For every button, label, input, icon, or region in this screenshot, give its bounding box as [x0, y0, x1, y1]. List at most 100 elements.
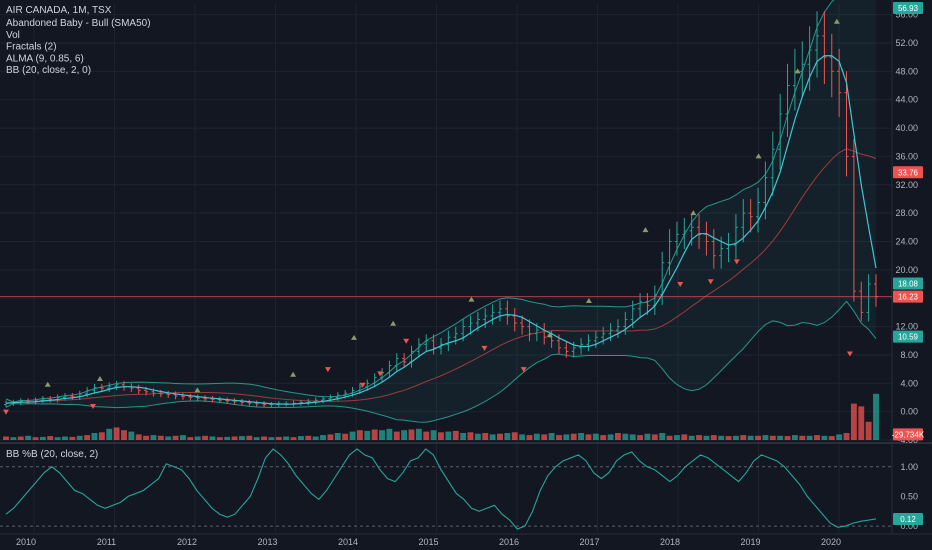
volume-bar [231, 436, 238, 440]
x-tick-label: 2011 [97, 537, 116, 547]
volume-bar [585, 434, 592, 440]
fractal-down-marker [90, 403, 96, 409]
fractal-up-marker [194, 387, 201, 393]
volume-bar [76, 435, 83, 440]
volume-bar [253, 437, 260, 440]
volume-bar [828, 436, 835, 440]
fractal-down-marker [846, 351, 853, 357]
volume-bar [556, 435, 562, 440]
volume-bar [651, 434, 658, 440]
volume-bar [821, 435, 828, 440]
fractals [3, 18, 853, 415]
volume-bar [143, 435, 150, 440]
price-badge-label: 33.76 [898, 168, 919, 177]
volume-bar [570, 433, 577, 440]
volume-bar [423, 431, 430, 440]
volume-bar [799, 435, 806, 440]
fractal-up-marker [690, 210, 697, 216]
fractal-up-marker [351, 334, 357, 340]
y-tick-label: 4.00 [900, 378, 918, 388]
volume-bar [578, 433, 585, 440]
price-badge: 10.59 [893, 330, 923, 343]
volume-bar [62, 436, 68, 440]
legend-item: Abandoned Baby - Bull (SMA50) [6, 18, 151, 29]
y-tick-label: 24.00 [895, 236, 918, 246]
volume-bar [371, 429, 378, 440]
volume-bar [216, 437, 223, 440]
x-tick-label: 2018 [660, 537, 680, 547]
y-tick-label: 8.00 [900, 350, 918, 360]
volume-bar [438, 432, 444, 440]
volume-bar [806, 435, 813, 440]
volume-bar [238, 436, 245, 440]
price-badge-label: 16.23 [898, 293, 919, 302]
volume-bar [615, 433, 621, 440]
alma-line [5, 55, 877, 405]
volume-bar [474, 433, 481, 440]
volume-bars [3, 393, 879, 440]
y-tick-label: 36.00 [895, 151, 918, 161]
volume-bar [379, 430, 385, 440]
fractal-up-marker [390, 320, 397, 326]
volume-bar [408, 429, 415, 440]
fractal-down-marker [359, 382, 366, 388]
volume-bar [401, 430, 408, 440]
y-tick-label: 40.00 [895, 123, 918, 133]
x-tick-label: 2014 [338, 537, 358, 547]
volume-bar [497, 433, 503, 440]
volume-bar [194, 436, 201, 440]
volume-bar [445, 431, 452, 440]
volume-bar [349, 431, 356, 440]
volume-bar [3, 436, 9, 440]
fractal-down-marker [481, 345, 488, 351]
volume-bar [290, 437, 297, 440]
volume-bar [121, 430, 127, 440]
volume-bar [755, 435, 761, 440]
price-badge-box [893, 277, 923, 290]
volume-bar [548, 433, 555, 440]
volume-bar [673, 435, 680, 440]
fractal-down-marker [733, 259, 740, 265]
volume-bar [526, 435, 533, 440]
volume-bar [784, 436, 791, 440]
volume-bar [858, 406, 865, 440]
volume-bar [541, 434, 548, 440]
volume-bar [25, 435, 32, 440]
volume-bar [305, 435, 312, 440]
volume-bar [592, 433, 599, 440]
legend-item: Vol [6, 30, 20, 41]
price-badge-box [893, 428, 923, 441]
y-tick-label: 0.00 [900, 407, 918, 417]
volume-bar [732, 435, 739, 440]
volume-bar [54, 437, 61, 440]
volume-bar [644, 433, 651, 440]
volume-bar [511, 432, 518, 440]
volume-bar [843, 433, 850, 440]
volume-bar [224, 436, 231, 440]
legend: AIR CANADA, 1M, TSX Abandoned Baby - Bull… [6, 5, 151, 76]
volume-bar [10, 437, 17, 440]
volume-bar [165, 436, 172, 440]
volume-bar [563, 434, 570, 440]
volume-bar [725, 436, 732, 440]
volume-bar [106, 428, 113, 440]
volume-bar [460, 433, 467, 440]
volume-bar [334, 433, 341, 440]
volume-bar [659, 433, 666, 440]
volume-bar [629, 434, 636, 440]
volume-bar [762, 435, 769, 440]
volume-bar [600, 435, 607, 440]
volume-bar [430, 430, 437, 440]
volume-bar [261, 436, 267, 440]
volume-bar [688, 435, 695, 440]
x-tick-label: 2012 [177, 537, 197, 547]
volume-bar [356, 430, 363, 440]
volume-bar [386, 428, 393, 440]
volume-bar [637, 435, 644, 440]
volume-bar [415, 428, 422, 440]
legend-item: BB (20, close, 2, 0) [6, 65, 91, 76]
pctb-line [5, 448, 877, 530]
y-tick-label: 32.00 [895, 180, 918, 190]
